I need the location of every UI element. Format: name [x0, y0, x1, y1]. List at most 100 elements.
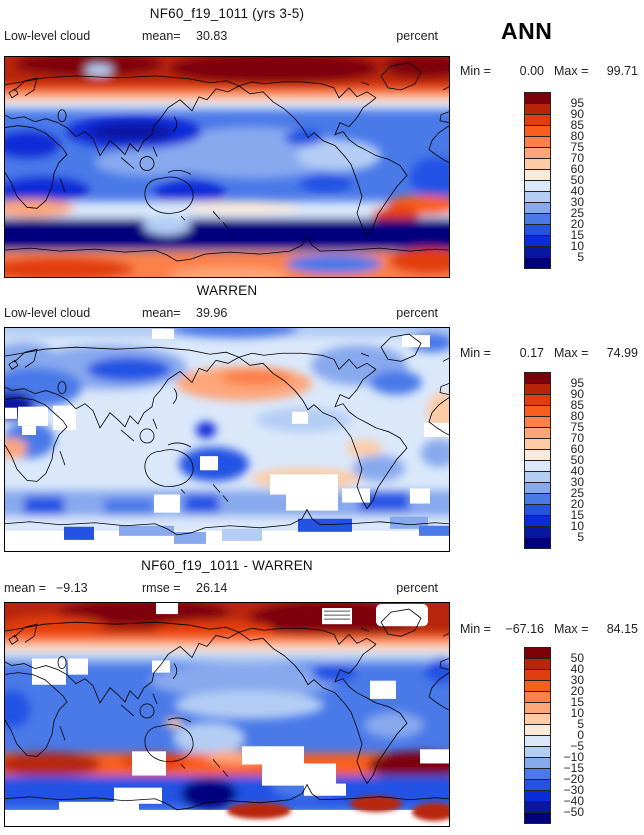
- variable-label: Low-level cloud: [4, 29, 91, 43]
- max-label: Max =: [554, 622, 589, 636]
- obs-field: [4, 327, 450, 552]
- colorbar-tick-label: −40: [563, 794, 584, 808]
- max-value: 84.15: [606, 622, 638, 636]
- colorbar-tick-label: 60: [570, 162, 584, 176]
- colorbar-tick-label: 5: [577, 717, 584, 731]
- colorbar-tick-label: −10: [563, 750, 584, 764]
- colorbar-tick-label: 50: [570, 453, 584, 467]
- colorbar-tick-label: 40: [570, 464, 584, 478]
- model-field: [4, 56, 450, 278]
- colorbar-tick-label: 15: [570, 228, 584, 242]
- colorbar-tick-label: 95: [570, 96, 584, 110]
- panel-obs-title: WARREN: [196, 283, 258, 298]
- colorbar-tick-label: 30: [570, 475, 584, 489]
- map-border: [4, 602, 450, 827]
- units-label: percent: [396, 29, 438, 43]
- colorbar-diff: 50 40 30 20 15 10 5 0 −5 −10 −15 −20 −30 −40 −50: [524, 647, 588, 824]
- min-value: 0.17: [519, 346, 544, 360]
- max-label: Max =: [554, 64, 589, 78]
- colorbar-tick-label: 70: [570, 431, 584, 445]
- obs-missing-data-blocks: [4, 329, 450, 552]
- colorbar-tick-label: 80: [570, 409, 584, 423]
- diff-missing-data-blocks: [4, 602, 450, 827]
- variable-label: Low-level cloud: [4, 306, 91, 320]
- colorbar-tick-label: −30: [563, 783, 584, 797]
- colorbar-segment: [524, 257, 551, 269]
- colorbar-tick-label: 5: [577, 250, 584, 264]
- colorbar-tick-label: 20: [570, 684, 584, 698]
- min-value: −67.16: [505, 622, 544, 636]
- rmse-label: rmse =: [142, 581, 181, 595]
- panel-obs-subrow: Low-level cloud mean= 39.96 percent: [4, 306, 438, 321]
- colorbar-tick-label: −20: [563, 772, 584, 786]
- colorbar-tick-label: 5: [577, 530, 584, 544]
- mean-value: −9.13: [56, 581, 88, 595]
- colorbar-tick-label: 70: [570, 151, 584, 165]
- panel-diff-subrow: mean = −9.13 rmse = 26.14 percent: [4, 581, 438, 596]
- map-border: [4, 56, 450, 278]
- colorbar-tick-label: 50: [570, 173, 584, 187]
- min-label: Min =: [460, 346, 491, 360]
- colorbar-tick-label: 10: [570, 519, 584, 533]
- map-border: [4, 327, 450, 552]
- min-label: Min =: [460, 64, 491, 78]
- colorbar-tick-label: 0: [577, 728, 584, 742]
- panel-model-minmax: Min = 0.00 Max = 99.71: [460, 64, 638, 78]
- colorbar-tick-label: 40: [570, 184, 584, 198]
- colorbar-tick-label: 15: [570, 695, 584, 709]
- colorbar-tick-label: 95: [570, 376, 584, 390]
- mean-value: 39.96: [196, 306, 228, 320]
- colorbar-tick-label: 90: [570, 107, 584, 121]
- panel-model-title: NF60_f19_1011 (yrs 3-5): [149, 6, 305, 21]
- colorbar-tick-label: 85: [570, 118, 584, 132]
- colorbar-tick-label: 25: [570, 206, 584, 220]
- colorbar-tick-label: 90: [570, 387, 584, 401]
- colorbar-tick-label: 85: [570, 398, 584, 412]
- colorbar-model: 95 90 85 80 75 70 60 50 40 30 25 20 15 10 5: [524, 92, 588, 269]
- units-label: percent: [396, 306, 438, 320]
- colorbar-tick-label: 60: [570, 442, 584, 456]
- model-map: [4, 56, 450, 278]
- colorbar-tick-label: 75: [570, 140, 584, 154]
- mean-label: mean=: [142, 306, 181, 320]
- colorbar-tick-label: 75: [570, 420, 584, 434]
- max-label: Max =: [554, 346, 589, 360]
- colorbar-tick-label: 80: [570, 129, 584, 143]
- mean-label: mean =: [4, 581, 47, 595]
- mean-value: 30.83: [196, 29, 228, 43]
- colorbar-segment: [524, 537, 551, 549]
- colorbar-tick-label: −50: [563, 805, 584, 819]
- obs-map: [4, 327, 450, 552]
- hatched-missing-block: [324, 610, 350, 620]
- colorbar-tick-label: 20: [570, 217, 584, 231]
- colorbar-tick-label: 20: [570, 497, 584, 511]
- colorbar-segment: [524, 812, 551, 824]
- colorbar-tick-label: −5: [570, 739, 584, 753]
- colorbar-tick-label: −15: [563, 761, 584, 775]
- obs-bottom-blocks: [64, 516, 449, 544]
- season-label: ANN: [501, 18, 553, 44]
- colorbar-tick-label: 10: [570, 239, 584, 253]
- colorbar-tick-label: 30: [570, 195, 584, 209]
- units-label: percent: [396, 581, 438, 595]
- diff-map: [4, 602, 450, 827]
- panel-diff-minmax: Min = −67.16 Max = 84.15: [460, 622, 638, 636]
- panel-diff-title: NF60_f19_1011 - WARREN: [141, 558, 313, 573]
- mean-label: mean=: [142, 29, 181, 43]
- rmse-value: 26.14: [196, 581, 228, 595]
- diff-antarctic-red-blobs: [227, 795, 450, 821]
- min-value: 0.00: [519, 64, 544, 78]
- colorbar-tick-label: 15: [570, 508, 584, 522]
- max-value: 99.71: [606, 64, 638, 78]
- colorbar-tick-label: 40: [570, 662, 584, 676]
- panel-model-subrow: Low-level cloud mean= 30.83 percent: [4, 29, 438, 44]
- colorbar-tick-label: 30: [570, 673, 584, 687]
- min-label: Min =: [460, 622, 491, 636]
- colorbar-obs: 95 90 85 80 75 70 60 50 40 30 25 20 15 10 5: [524, 372, 588, 549]
- colorbar-tick-label: 50: [570, 651, 584, 665]
- colorbar-tick-label: 10: [570, 706, 584, 720]
- panel-obs-minmax: Min = 0.17 Max = 74.99: [460, 346, 638, 360]
- colorbar-tick-label: 25: [570, 486, 584, 500]
- max-value: 74.99: [606, 346, 638, 360]
